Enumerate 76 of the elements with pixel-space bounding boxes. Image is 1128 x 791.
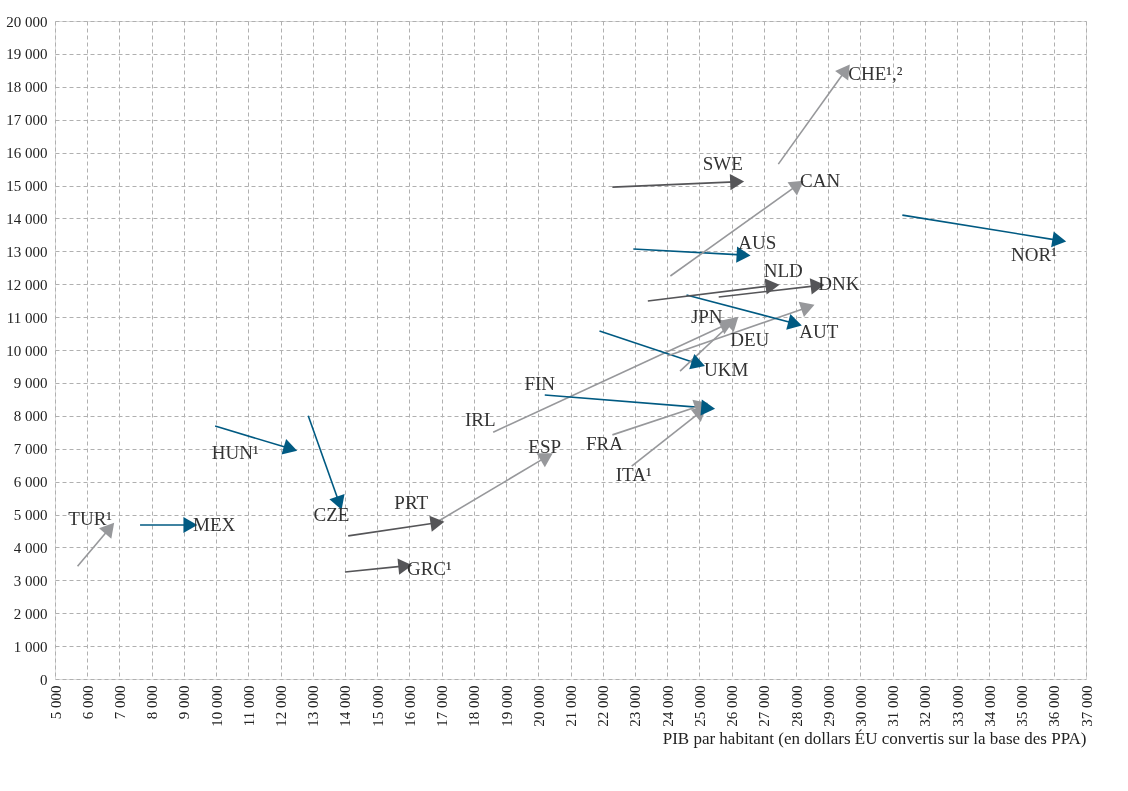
series-label: NLD	[763, 259, 803, 281]
series-label: DNK	[818, 272, 860, 294]
x-axis-title: PIB par habitant (en dollars ÉU convertis sur la base des PPA)	[662, 728, 1087, 748]
x-tick-label: 15 000	[369, 685, 386, 727]
y-tick-label: 10 000	[6, 342, 48, 359]
y-tick-label: 3 000	[13, 572, 48, 589]
series-label: HUN¹	[211, 442, 259, 464]
x-tick-label: 12 000	[273, 685, 290, 727]
series-label: SWE	[702, 152, 743, 174]
y-tick-label: 6 000	[13, 474, 48, 491]
x-tick-label: 25 000	[691, 685, 708, 727]
x-tick-label: 17 000	[434, 685, 451, 727]
series-label: FIN	[524, 373, 556, 395]
series-label: ESP	[528, 435, 562, 457]
x-tick-label: 37 000	[1078, 685, 1095, 727]
x-tick-label: 7 000	[111, 685, 128, 720]
x-tick-label: 13 000	[305, 685, 322, 727]
x-tick-label: 23 000	[627, 685, 644, 727]
series-label: NOR¹	[1011, 244, 1058, 266]
y-tick-label: 9 000	[13, 375, 48, 392]
x-tick-label: 24 000	[659, 685, 676, 727]
x-tick-label: 11 000	[240, 685, 257, 727]
x-tick-label: 31 000	[885, 685, 902, 727]
y-tick-label: 12 000	[6, 276, 48, 293]
x-tick-label: 33 000	[949, 685, 966, 727]
series-label: CHE¹,²	[848, 62, 903, 84]
y-tick-label: 20 000	[6, 13, 48, 30]
series-label: AUT	[799, 321, 839, 343]
y-tick-label: 4 000	[13, 539, 48, 556]
series-label: MEX	[193, 514, 236, 536]
x-tick-label: 28 000	[788, 685, 805, 727]
x-tick-label: 36 000	[1046, 685, 1063, 727]
y-tick-label: 5 000	[13, 507, 48, 523]
y-tick-label: 2 000	[13, 605, 48, 622]
x-tick-label: 21 000	[563, 685, 579, 727]
series-label: FRA	[585, 432, 624, 454]
y-tick-label: 0	[40, 671, 48, 688]
y-tick-label: 7 000	[13, 441, 48, 458]
series-label: UKM	[703, 359, 749, 381]
x-tick-label: 19 000	[498, 685, 515, 727]
x-tick-label: 22 000	[595, 685, 612, 727]
x-tick-label: 26 000	[724, 685, 741, 727]
y-tick-label: 13 000	[6, 243, 48, 260]
series-label: GRC¹	[406, 558, 453, 580]
x-tick-label: 29 000	[820, 685, 837, 727]
x-tick-label: 8 000	[144, 685, 161, 720]
series-label: JPN	[690, 306, 723, 328]
series-label: TUR¹	[68, 507, 113, 529]
x-tick-label: 9 000	[176, 685, 193, 720]
x-tick-label: 34 000	[981, 685, 998, 727]
x-tick-label: 27 000	[756, 685, 773, 727]
series-label: ITA¹	[615, 464, 652, 486]
x-tick-label: 18 000	[466, 685, 483, 727]
series-label: IRL	[464, 409, 496, 431]
y-tick-label: 19 000	[6, 46, 48, 63]
y-tick-label: 14 000	[6, 210, 48, 227]
series-label: PRT	[394, 492, 429, 514]
x-tick-label: 16 000	[401, 685, 418, 727]
series-label: DEU	[730, 328, 770, 350]
series-label: AUS	[738, 231, 777, 253]
x-tick-label: 35 000	[1014, 685, 1031, 727]
y-tick-label: 18 000	[6, 79, 48, 96]
y-tick-label: 8 000	[13, 408, 48, 425]
x-tick-label: 30 000	[852, 685, 869, 727]
y-tick-label: 15 000	[6, 178, 48, 194]
series-label: CZE	[313, 504, 350, 526]
x-tick-label: 14 000	[337, 685, 354, 727]
series-label: CAN	[800, 170, 841, 192]
x-tick-label: 20 000	[530, 685, 547, 727]
y-tick-label: 1 000	[13, 638, 48, 655]
y-tick-label: 17 000	[6, 112, 48, 129]
y-tick-label: 11 000	[6, 309, 48, 326]
x-tick-label: 32 000	[917, 685, 934, 727]
x-tick-label: 6 000	[79, 685, 96, 720]
y-tick-label: 16 000	[6, 145, 48, 162]
x-tick-label: 10 000	[208, 685, 225, 727]
